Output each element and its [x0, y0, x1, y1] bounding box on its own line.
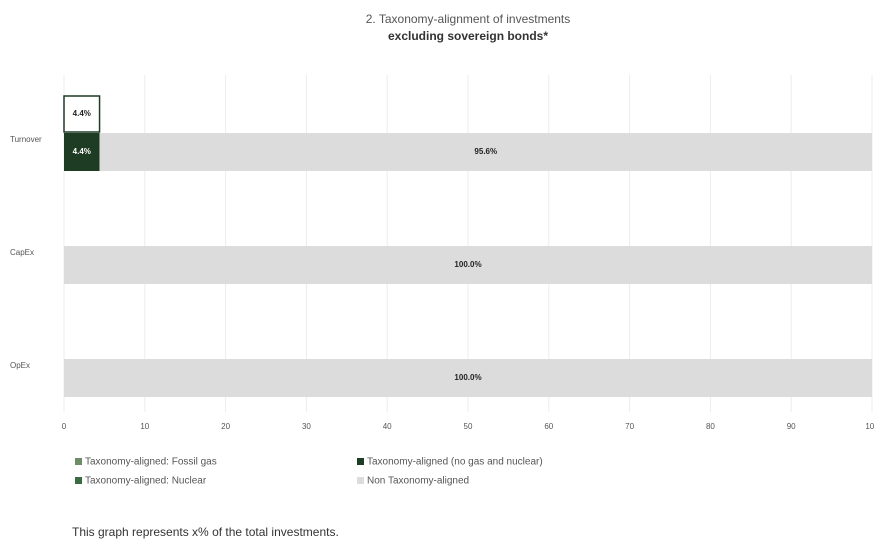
y-tick-label: OpEx — [10, 361, 30, 370]
bar-segment — [99, 133, 872, 171]
data-label: 100.0% — [454, 373, 481, 382]
x-tick-label: 60 — [544, 422, 553, 431]
data-label: 95.6% — [474, 147, 497, 156]
outlined-bar — [63, 95, 101, 133]
bar-segment — [64, 133, 100, 171]
x-tick-label: 90 — [787, 422, 796, 431]
bar-segment — [64, 246, 872, 284]
x-tick-label: 50 — [464, 422, 473, 431]
y-tick-label: CapEx — [10, 248, 34, 257]
chart-subtitle: excluding sovereign bonds* — [388, 29, 548, 43]
legend-label: Non Taxonomy-aligned — [367, 476, 469, 487]
x-tick-label: 70 — [625, 422, 634, 431]
x-tick-label: 0 — [62, 422, 67, 431]
x-tick-label: 20 — [221, 422, 230, 431]
legend-swatch — [75, 477, 82, 484]
legend-label: Taxonomy-aligned: Fossil gas — [85, 457, 217, 468]
x-tick-label: 30 — [302, 422, 311, 431]
legend-swatch — [75, 458, 82, 465]
legend-label: Taxonomy-aligned: Nuclear — [85, 476, 207, 487]
x-tick-label: 80 — [706, 422, 715, 431]
data-label: 100.0% — [454, 260, 481, 269]
legend-label: Taxonomy-aligned (no gas and nuclear) — [367, 457, 543, 468]
data-label: 4.4% — [73, 109, 91, 118]
legend-swatch — [357, 477, 364, 484]
data-label: 4.4% — [73, 147, 91, 156]
legend-swatch — [357, 458, 364, 465]
footnote: This graph represents x% of the total in… — [72, 525, 339, 539]
chart-title: 2. Taxonomy-alignment of investments — [366, 12, 571, 26]
x-tick-label: 40 — [383, 422, 392, 431]
bar-segment — [64, 359, 872, 397]
x-tick-label: 10 — [140, 422, 149, 431]
x-tick-label: 100 — [865, 422, 874, 431]
y-tick-label: Turnover — [10, 135, 42, 144]
